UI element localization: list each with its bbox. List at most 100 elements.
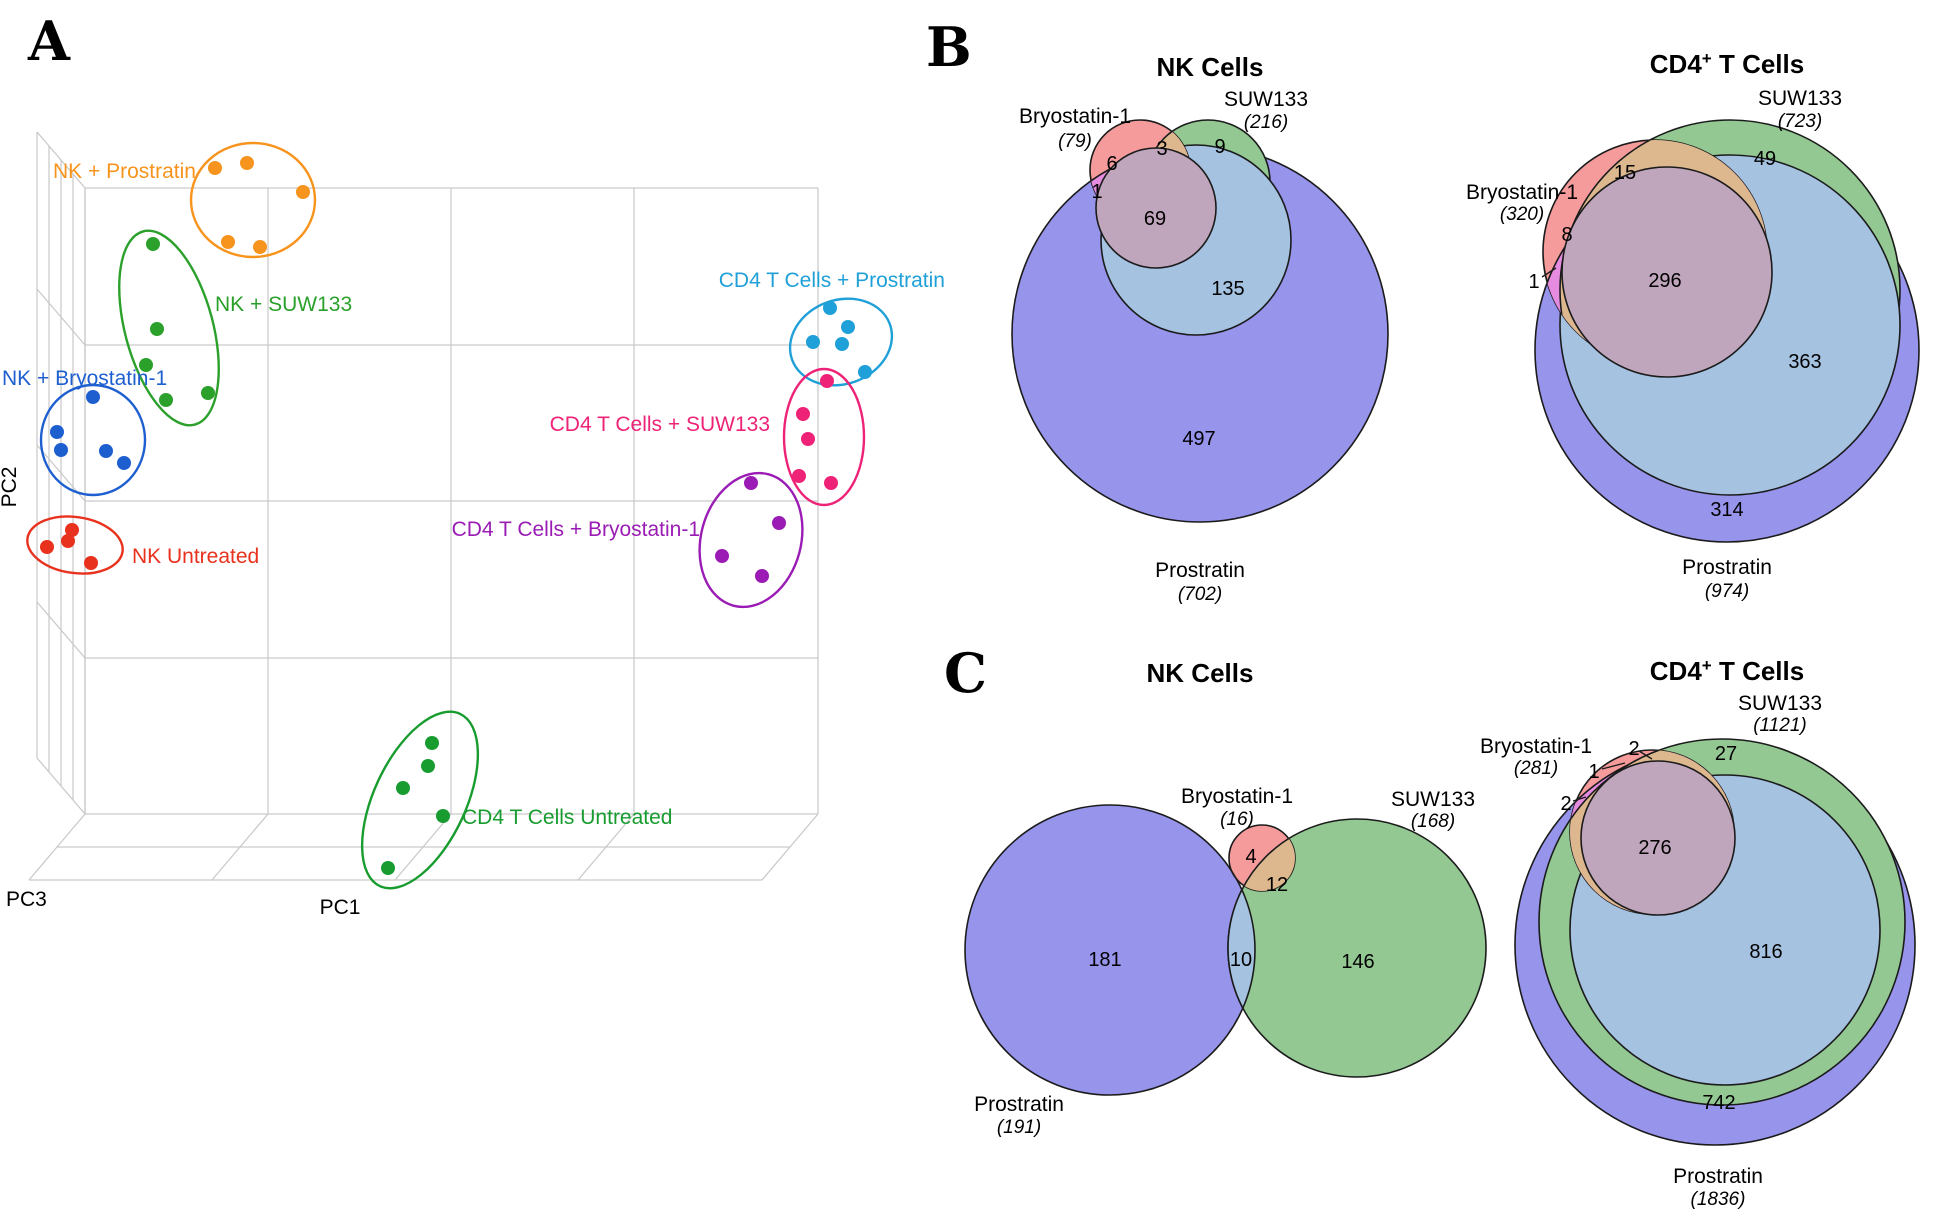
data-point — [50, 425, 64, 439]
venn-c-nk: 4 12 146 10 181 Bryostatin-1(16) SUW133(168) Pr… — [964, 658, 1487, 1138]
pca-cluster-cd4-bryostatin-1: CD4 T Cells + Bryostatin-1 — [452, 471, 804, 609]
venn-set-total-suw133: (1121) — [1753, 715, 1807, 736]
venn-set-name-prostratin: Prostratin — [974, 1093, 1064, 1116]
venn-count-suw133-prostratin: 135 — [1211, 278, 1244, 300]
venn-count-bryostatin-suw133: 3 — [1156, 138, 1167, 160]
cluster-ellipse — [189, 141, 317, 259]
pca-axis-label-pc3: PC3 — [6, 888, 47, 911]
venn-count-bryostatin-only: 8 — [1561, 224, 1572, 246]
venn-set-total-bryostatin: (79) — [1058, 131, 1092, 152]
venn-count-prostratin-only: 314 — [1710, 499, 1743, 521]
data-point — [436, 809, 450, 823]
venn-count-bryostatin-only: 1 — [1588, 761, 1599, 783]
data-point — [772, 516, 786, 530]
venn-count-suw133-only: 9 — [1214, 136, 1225, 158]
data-point — [54, 443, 68, 457]
cluster-label: CD4 T Cells + Bryostatin-1 — [452, 518, 700, 541]
venn-set-name-bryostatin: Bryostatin-1 — [1181, 785, 1293, 808]
venn-count-prostratin-only: 181 — [1088, 949, 1121, 971]
data-point — [150, 322, 164, 336]
data-point — [835, 337, 849, 351]
data-point — [744, 476, 758, 490]
data-point — [396, 781, 410, 795]
data-point — [806, 335, 820, 349]
data-point — [792, 469, 806, 483]
data-point — [159, 393, 173, 407]
leader-line — [1572, 796, 1587, 802]
venn-set-total-bryostatin: (16) — [1220, 809, 1254, 830]
data-point — [40, 540, 54, 554]
pca-cluster-nk-untreated: NK Untreated — [26, 515, 259, 575]
venn-set-name-bryostatin: Bryostatin-1 — [1466, 181, 1578, 204]
data-point — [381, 861, 395, 875]
venn-set-total-prostratin: (974) — [1705, 581, 1749, 602]
cluster-label: CD4 T Cells + SUW133 — [550, 413, 770, 436]
cluster-ellipse — [39, 383, 147, 497]
venn-set-name-suw133: SUW133 — [1758, 87, 1842, 110]
venn-title: CD4+ T Cells — [1650, 656, 1804, 686]
panel-c-letter: C — [944, 641, 987, 705]
data-point — [65, 523, 79, 537]
data-point — [221, 235, 235, 249]
pca-axis-label-pc2: PC2 — [0, 467, 21, 508]
pca-cluster-nk-suw133: NK + SUW133 — [118, 229, 352, 427]
leader-line — [1601, 762, 1626, 770]
venn-set-total-suw133: (723) — [1778, 111, 1822, 132]
venn-set-total-suw133: (168) — [1411, 811, 1455, 832]
venn-count-bryostatin-suw133: 2 — [1628, 738, 1639, 760]
data-point — [84, 556, 98, 570]
data-point — [240, 156, 254, 170]
venn-count-bryostatin-prostratin: 1 — [1091, 181, 1102, 203]
venn-set-total-bryostatin: (281) — [1514, 758, 1558, 779]
venn-set-name-bryostatin: Bryostatin-1 — [1019, 105, 1131, 128]
data-point — [208, 161, 222, 175]
venn-set-name-suw133: SUW133 — [1738, 692, 1822, 715]
data-point — [61, 534, 75, 548]
data-point — [858, 365, 872, 379]
cluster-label: NK + SUW133 — [215, 293, 352, 316]
data-point — [146, 237, 160, 251]
data-point — [117, 456, 131, 470]
cluster-label: CD4 T Cells Untreated — [462, 806, 672, 829]
panel-a-letter: A — [28, 9, 70, 73]
cluster-label: NK + Bryostatin-1 — [2, 367, 167, 390]
venn-count-prostratin-suw133: 10 — [1230, 949, 1252, 971]
venn-title: NK Cells — [1147, 658, 1254, 688]
venn-set-name-prostratin: Prostratin — [1673, 1165, 1763, 1188]
cluster-ellipse — [360, 710, 480, 890]
venn-count-triple: 296 — [1648, 270, 1681, 292]
data-point — [296, 185, 310, 199]
venn-count-suw133-only: 49 — [1754, 148, 1776, 170]
data-point — [715, 549, 729, 563]
venn-set-total-bryostatin: (320) — [1500, 204, 1544, 225]
venn-count-bryostatin-prostratin: 2 — [1560, 793, 1571, 815]
data-point — [824, 476, 838, 490]
data-point — [820, 374, 834, 388]
venn-count-bryostatin-only: 4 — [1245, 846, 1256, 868]
data-point — [801, 432, 815, 446]
venn-b-cd4: 8 15 49 1 296 363 314 Bryostatin-1(320) SUW133(7… — [1466, 49, 1920, 602]
leader-line — [1541, 267, 1557, 278]
venn-set-name-prostratin: Prostratin — [1682, 556, 1772, 579]
cluster-label: NK + Prostratin — [53, 160, 196, 183]
venn-set-name-prostratin: Prostratin — [1155, 559, 1245, 582]
data-point — [253, 240, 267, 254]
data-point — [755, 569, 769, 583]
venn-count-suw133-only: 27 — [1715, 743, 1737, 765]
pca-cluster-nk-prostratin: NK + Prostratin — [53, 141, 317, 259]
venn-set-name-bryostatin: Bryostatin-1 — [1480, 735, 1592, 758]
venn-set-name-suw133: SUW133 — [1391, 788, 1475, 811]
venn-count-prostratin-only: 742 — [1702, 1092, 1735, 1114]
venn-count-triple: 276 — [1638, 837, 1671, 859]
cluster-label: CD4 T Cells + Prostratin — [719, 269, 945, 292]
data-point — [823, 301, 837, 315]
pca-cluster-cd4-suw133: CD4 T Cells + SUW133 — [550, 367, 866, 507]
venn-set-total-suw133: (216) — [1244, 112, 1288, 133]
venn-count-bryostatin-only: 6 — [1106, 153, 1117, 175]
cluster-ellipse — [782, 367, 866, 507]
venn-set-total-prostratin: (702) — [1178, 584, 1222, 605]
pca-cluster-cd4-untreated: CD4 T Cells Untreated — [360, 710, 672, 890]
venn-title: CD4+ T Cells — [1650, 49, 1804, 79]
